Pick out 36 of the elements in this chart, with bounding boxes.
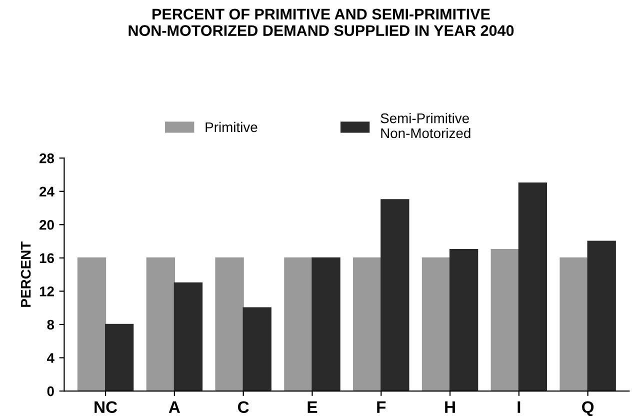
x-tick-label: I [518,401,520,413]
y-tick-label: 28 [40,153,54,164]
x-tick-label: NC [94,401,118,414]
y-tick-label: 16 [40,253,54,264]
bar [284,257,313,392]
bar [587,240,616,392]
y-axis-title: PERCENT [20,242,31,307]
x-tick-label: Q [582,401,594,416]
bar [560,257,588,392]
bar [353,257,382,392]
x-tick-label: A [168,401,180,413]
bar [104,324,134,392]
x-tick-label: E [308,401,318,413]
bar [174,282,203,392]
x-tick-label: F [377,401,386,413]
y-tick-label: 0 [47,386,54,396]
chart-title: PERCENT OF PRIMITIVE AND SEMI-PRIMITIVE NON-MOTORIZED DEMAND SUPPLIED IN YEAR 2040 [128,8,514,36]
y-tick-label: 4 [46,353,54,363]
bar [490,249,520,392]
y-tick-label: 20 [40,220,54,230]
bar [77,257,106,392]
y-tick-label: 8 [47,320,54,330]
bar [242,307,272,392]
bar [380,199,410,392]
y-tick-label: 12 [40,286,54,296]
legend-label: Primitive [206,122,258,132]
bar [422,257,451,392]
bar [449,249,478,392]
x-tick-label: C [238,401,249,414]
y-tick-label: 24 [40,186,54,196]
legend-label: Semi-Primitive Non-Motorized [380,113,470,138]
x-tick-label: H [445,401,455,413]
bar [518,182,548,392]
bar [312,257,340,392]
bar [215,257,244,392]
bar [146,257,175,392]
